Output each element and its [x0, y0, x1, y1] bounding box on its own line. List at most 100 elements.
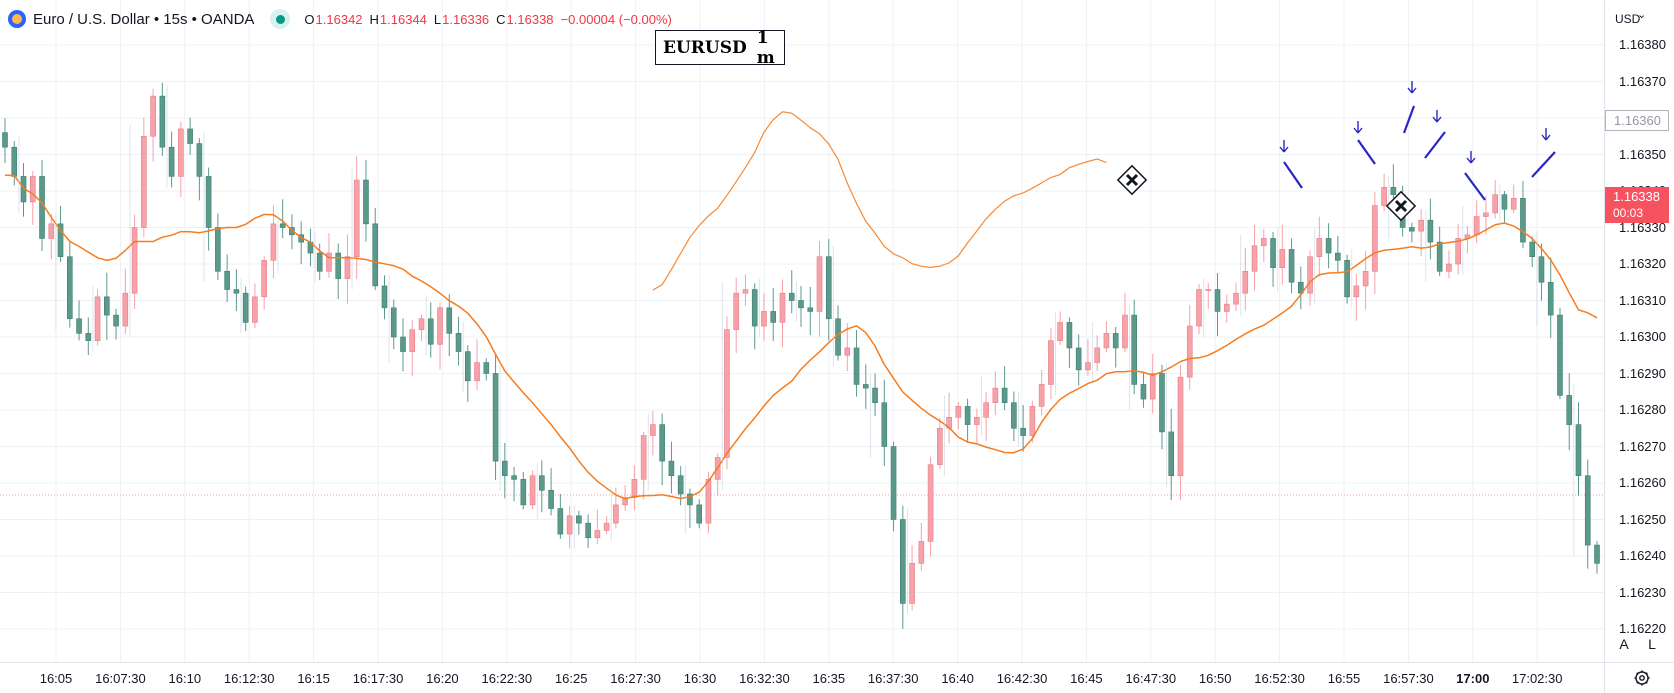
candle-body	[252, 296, 258, 323]
time-tick-label: 16:57:30	[1383, 671, 1434, 686]
candle-body	[159, 95, 166, 148]
price-tick-label: 1.16290	[1619, 365, 1666, 381]
candle-body	[1159, 373, 1165, 433]
price-tick-label: 1.16300	[1619, 329, 1666, 344]
candle-body	[1520, 198, 1526, 243]
candle-body	[613, 504, 619, 524]
candle-body	[1177, 376, 1184, 476]
currency-pair-icon[interactable]	[8, 10, 26, 28]
ohlc-change-value: −0.00004 (−0.00%)	[560, 11, 672, 27]
candle-body	[983, 402, 989, 418]
price-tick-label: 1.16330	[1619, 219, 1666, 235]
candle-body	[1029, 406, 1036, 436]
time-tick-label: 16:50	[1198, 671, 1232, 686]
bar-countdown: 00:03	[1613, 206, 1644, 220]
time-tick-label: 16:35	[812, 671, 846, 686]
log-scale-button[interactable]: L	[1642, 634, 1662, 654]
candle-body	[446, 307, 453, 334]
candle-body	[1270, 238, 1276, 268]
candle-body	[76, 318, 82, 334]
candle-body	[1353, 285, 1360, 298]
candle-body	[1575, 424, 1582, 477]
candle-body	[520, 479, 527, 506]
candle-body	[751, 289, 758, 327]
currency-selector[interactable]: USD	[1611, 4, 1647, 30]
candle-body	[640, 435, 647, 480]
candle-body	[113, 314, 119, 327]
market-open-dot-icon[interactable]	[270, 9, 291, 29]
ohlc-low-label: L	[433, 11, 442, 27]
time-tick-label: 16:47:30	[1125, 671, 1177, 686]
candle-body	[576, 515, 582, 524]
candle-body	[955, 406, 962, 418]
candle-body	[1214, 289, 1221, 312]
time-tick-label: 16:45	[1070, 671, 1103, 686]
chart-pane[interactable]: Euro / U.S. Dollar • 15s • OANDA O 1.163…	[0, 0, 1604, 662]
auto-scale-button[interactable]: A	[1614, 634, 1634, 654]
gear-icon[interactable]	[1633, 669, 1651, 687]
price-scale[interactable]: USD 1.163801.163701.163601.163501.163401…	[1604, 0, 1674, 662]
interval-overlay-label[interactable]: EURUSD 1 m	[655, 28, 785, 68]
candle-body	[363, 179, 369, 225]
candle-body	[131, 227, 138, 294]
candle-body	[825, 256, 832, 320]
candle-body	[918, 541, 925, 564]
candle-body	[1362, 270, 1369, 287]
candle-body	[1279, 249, 1286, 268]
candle-body	[909, 562, 915, 604]
candle-body	[964, 406, 971, 425]
time-tick-label: 16:30	[683, 671, 717, 686]
price-tick-label: 1.16350	[1619, 146, 1666, 162]
time-tick-label: 16:42:30	[996, 671, 1048, 686]
symbol-title[interactable]: Euro / U.S. Dollar • 15s • OANDA	[33, 10, 255, 28]
candle-body	[1307, 256, 1313, 294]
candle-body	[927, 464, 934, 542]
candle-body	[687, 493, 693, 506]
price-tick-label: 1.16280	[1619, 402, 1666, 417]
candle-body	[1316, 238, 1323, 257]
candle-body	[279, 223, 286, 228]
candle-body	[1057, 322, 1063, 341]
candle-body	[668, 460, 675, 477]
candle-body	[1446, 263, 1452, 272]
candle-body	[798, 300, 804, 309]
symbol-legend: Euro / U.S. Dollar • 15s • OANDA O 1.163…	[8, 8, 679, 30]
candle-body	[187, 128, 193, 144]
candle-body	[1223, 303, 1230, 312]
time-tick-label: 16:12:30	[223, 671, 275, 686]
candle-body	[659, 424, 665, 462]
candle-body	[1510, 198, 1517, 210]
time-tick-label: 16:07:30	[95, 671, 146, 686]
price-line-marker: 1.16360	[1605, 110, 1669, 131]
candle-body	[1501, 194, 1508, 210]
overlay-symbol: EURUSD	[663, 37, 747, 58]
candle-body	[94, 296, 101, 341]
ohlc-high-label: H	[369, 11, 379, 27]
ohlc-close-label: C	[496, 11, 506, 27]
price-tick-label: 1.16250	[1619, 511, 1666, 527]
time-tick-label: 16:32:30	[739, 671, 790, 686]
candle-body	[353, 179, 360, 258]
time-tick-label: 16:17:30	[352, 671, 404, 686]
last-price-value: 1.16338	[1613, 189, 1660, 204]
candle-body	[215, 227, 221, 272]
candlestick-chart[interactable]	[0, 0, 1604, 662]
candle-body	[1538, 256, 1545, 283]
candle-body	[585, 522, 591, 539]
ohlc-close-value: 1.16338	[506, 11, 554, 27]
candle-body	[872, 387, 878, 404]
candle-body	[557, 508, 564, 535]
price-tick-label: 1.16230	[1619, 584, 1666, 600]
candle-body	[242, 292, 249, 323]
candle-body	[1372, 205, 1378, 272]
trend-line	[1283, 161, 1303, 189]
candle-body	[381, 285, 388, 309]
candle-body	[1066, 322, 1073, 349]
candle-body	[724, 329, 730, 458]
candle-body	[2, 132, 8, 148]
candle-body	[409, 329, 416, 352]
candle-body	[1122, 314, 1128, 349]
trend-line	[1424, 131, 1446, 159]
time-scale[interactable]: 16:05 16:07:30 16:10 16:12:30 16:15 16:17:30 1…	[0, 662, 1604, 693]
candle-body	[1418, 219, 1424, 232]
